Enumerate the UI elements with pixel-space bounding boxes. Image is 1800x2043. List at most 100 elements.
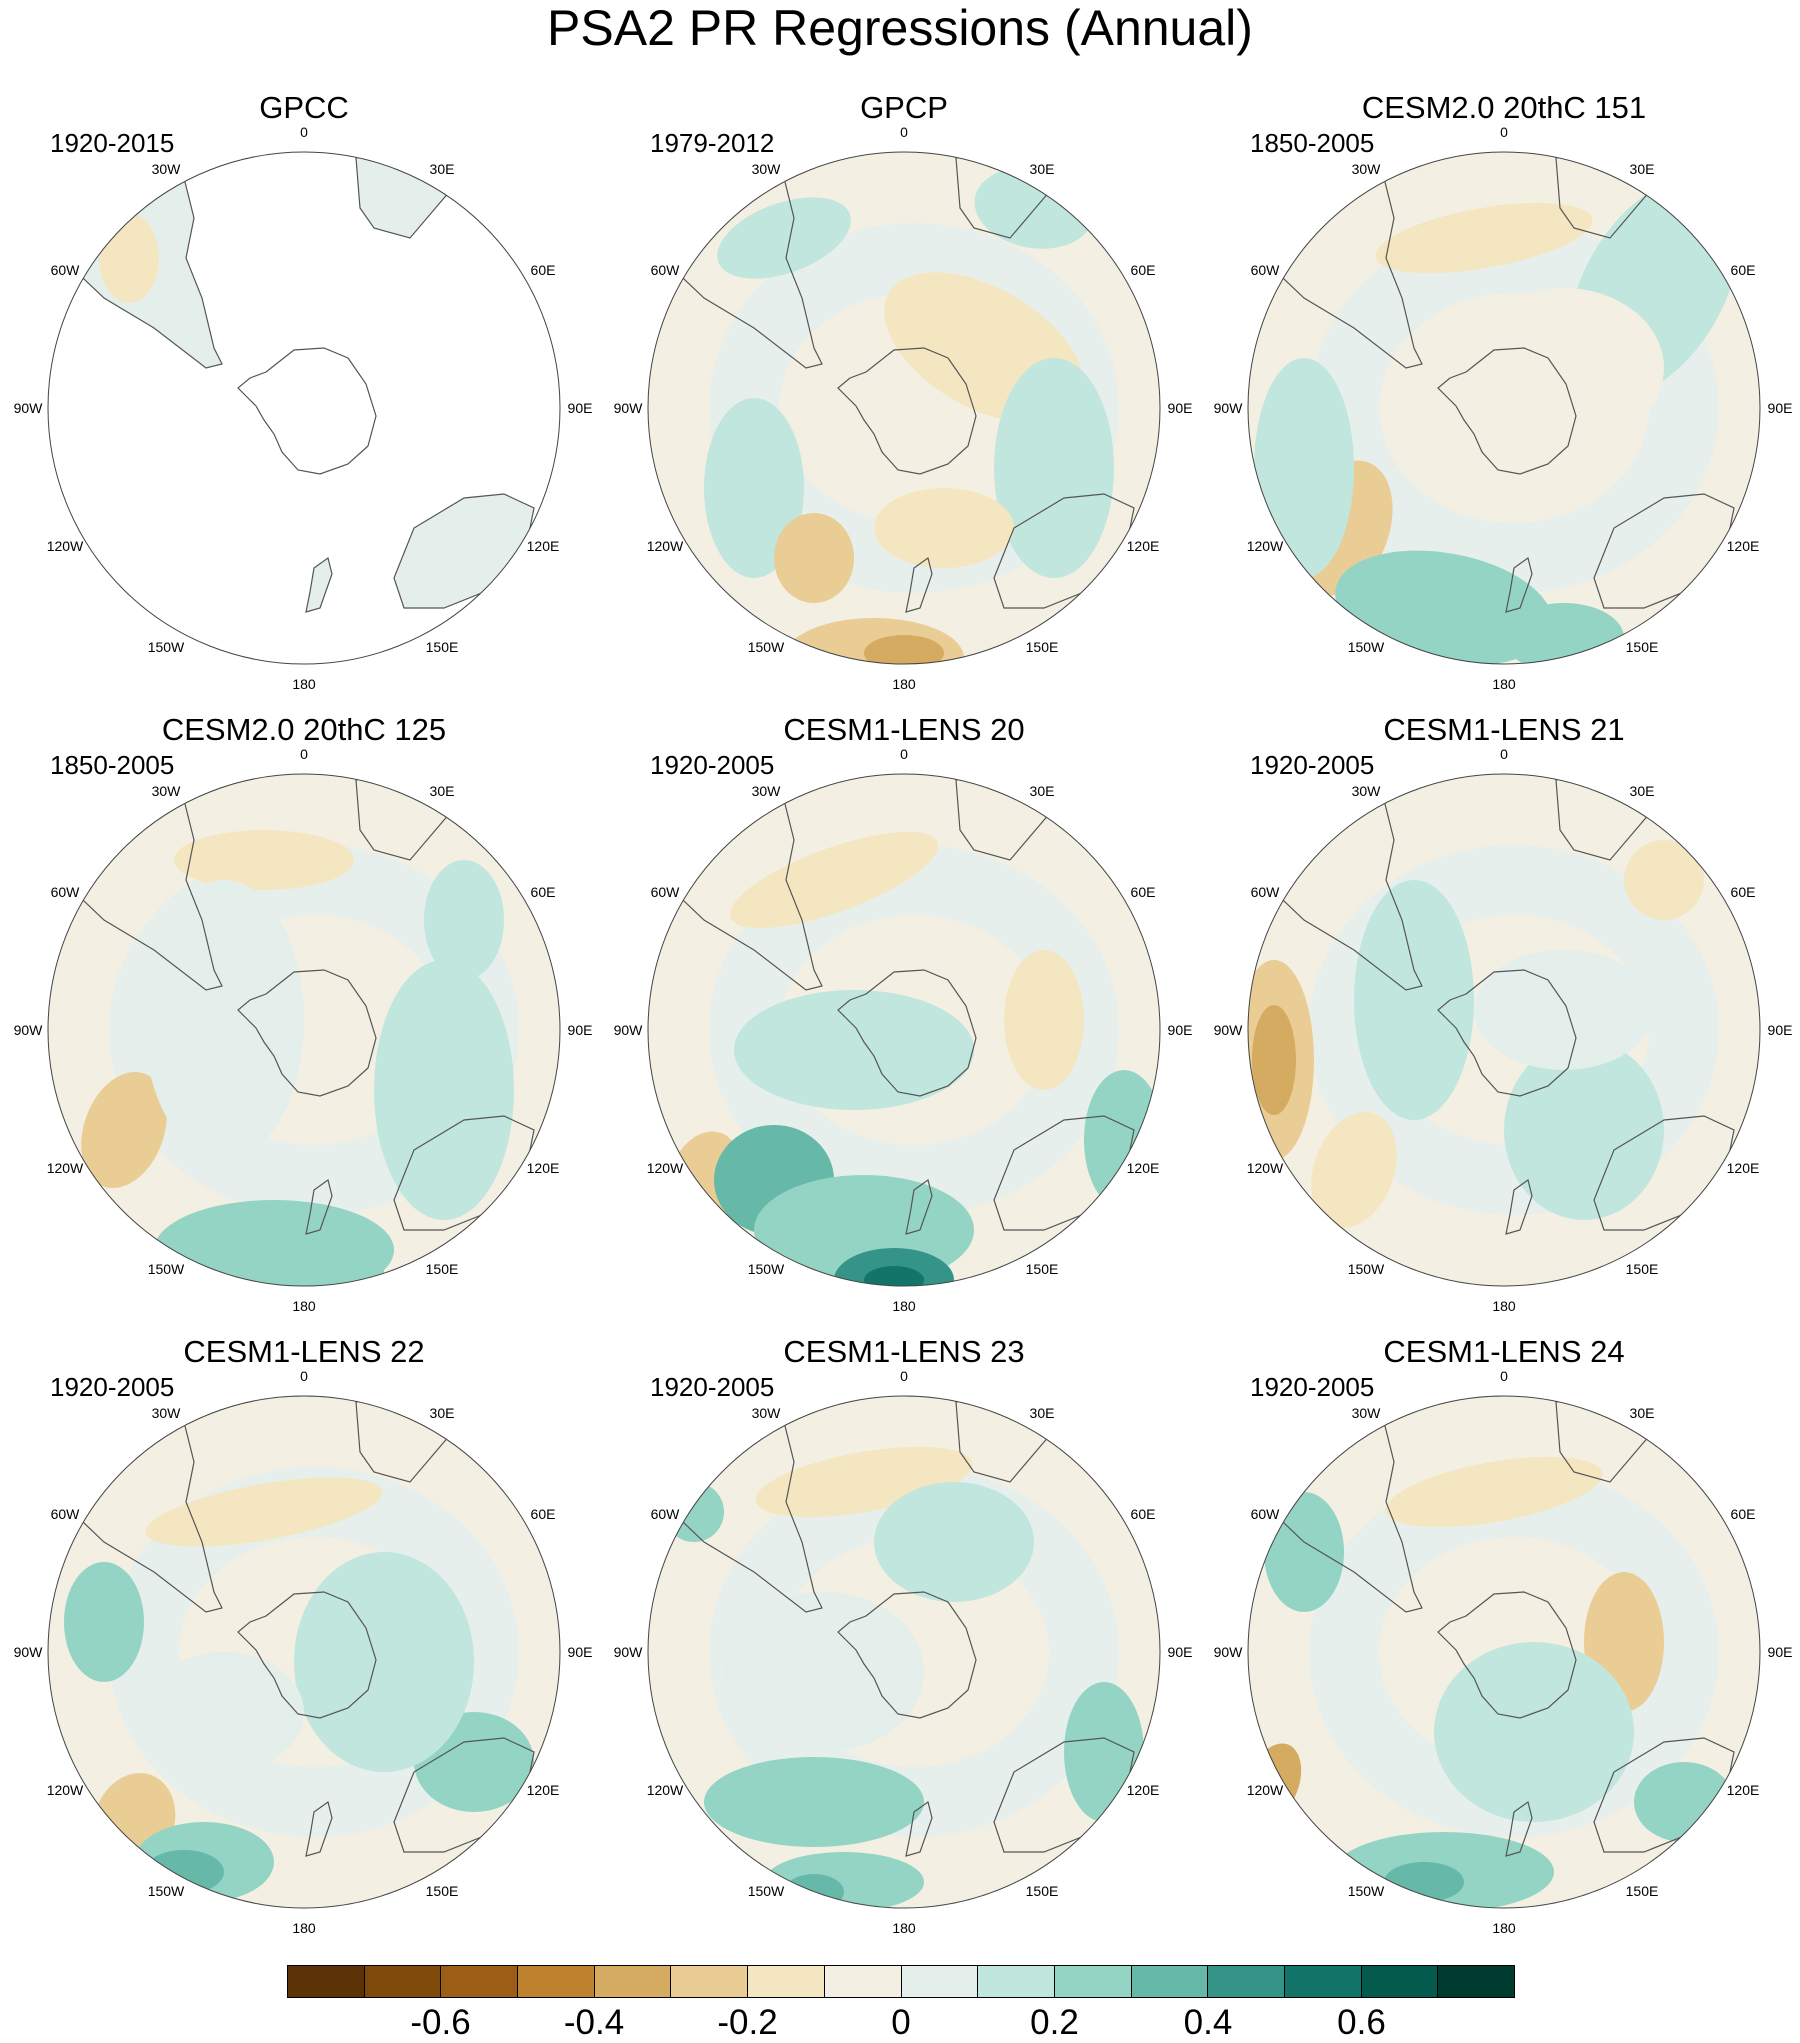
panel-title: CESM1-LENS 22 bbox=[183, 1334, 425, 1369]
anomaly-contour bbox=[704, 1757, 924, 1847]
anomaly-contour bbox=[1254, 358, 1354, 578]
longitude-label: 180 bbox=[292, 1920, 316, 1936]
map-panel-cesm2-151: CESM2.0 20thC 151 1850-2005 0 30E 60E 90E 12… bbox=[1204, 90, 1800, 710]
longitude-label: 150W bbox=[748, 1883, 785, 1899]
anomaly-contour bbox=[704, 398, 804, 578]
longitude-label: 30E bbox=[1030, 783, 1055, 799]
coastline bbox=[237, 347, 377, 475]
anomaly-contour bbox=[81, 1071, 167, 1189]
coastline bbox=[837, 347, 977, 475]
longitude-label: 0 bbox=[300, 746, 308, 762]
longitude-label: 60E bbox=[1131, 884, 1156, 900]
map-panel-cesm2-125: CESM2.0 20thC 125 1850-2005 0 30E 60E 90E 12… bbox=[4, 712, 604, 1332]
anomaly-contour bbox=[1311, 1111, 1397, 1229]
panel-period: 1850-2005 bbox=[1250, 128, 1375, 158]
colorbar-tick-label: 0 bbox=[891, 2003, 911, 2042]
longitude-label: 120E bbox=[1127, 1782, 1160, 1798]
longitude-label: 60E bbox=[1731, 1506, 1756, 1522]
panel-title: CESM1-LENS 23 bbox=[783, 1334, 1025, 1369]
coastline bbox=[355, 1396, 471, 1483]
longitude-label: 150W bbox=[1348, 1883, 1385, 1899]
longitude-label: 30W bbox=[1352, 161, 1382, 177]
colorbar-tick-label: -0.4 bbox=[563, 2003, 625, 2042]
longitude-label: 90W bbox=[14, 1022, 44, 1038]
longitude-label: 90E bbox=[1168, 1022, 1193, 1038]
longitude-label: 60E bbox=[531, 884, 556, 900]
panel-period: 1920-2005 bbox=[650, 750, 775, 780]
map-panel-lens-23: CESM1-LENS 23 1920-2005 0 30E 60E 90E 120E 15… bbox=[604, 1334, 1204, 1954]
panel-period: 1920-2005 bbox=[650, 1372, 775, 1402]
coastline bbox=[955, 152, 1071, 239]
anomaly-contour bbox=[734, 990, 974, 1110]
longitude-label: 150E bbox=[1626, 639, 1659, 655]
longitude-label: 120E bbox=[1727, 1160, 1760, 1176]
coastline bbox=[1505, 556, 1533, 613]
panel-title: CESM1-LENS 24 bbox=[1383, 1334, 1625, 1369]
longitude-label: 120W bbox=[647, 1782, 684, 1798]
coastline bbox=[837, 1591, 977, 1719]
anomaly-contour bbox=[1464, 288, 1664, 448]
anomaly-contour bbox=[1384, 1862, 1464, 1902]
longitude-label: 90W bbox=[14, 400, 44, 416]
panel-title: CESM1-LENS 20 bbox=[783, 712, 1025, 747]
longitude-label: 60W bbox=[51, 1506, 81, 1522]
longitude-label: 120E bbox=[527, 1782, 560, 1798]
anomaly-contour bbox=[724, 1592, 924, 1752]
longitude-label: 90W bbox=[1214, 400, 1244, 416]
panel-period: 1920-2005 bbox=[1250, 750, 1375, 780]
coastline bbox=[1505, 1800, 1533, 1857]
panel-title: CESM1-LENS 21 bbox=[1383, 712, 1625, 747]
longitude-label: 60W bbox=[651, 262, 681, 278]
longitude-label: 180 bbox=[892, 1920, 916, 1936]
coastline bbox=[305, 1800, 333, 1857]
longitude-label: 0 bbox=[1500, 746, 1508, 762]
longitude-label: 60E bbox=[531, 1506, 556, 1522]
longitude-label: 0 bbox=[300, 1368, 308, 1384]
panel-period: 1850-2005 bbox=[50, 750, 175, 780]
longitude-label: 30E bbox=[1030, 1405, 1055, 1421]
longitude-label: 30E bbox=[430, 783, 455, 799]
map-border bbox=[647, 151, 1161, 665]
longitude-label: 60W bbox=[651, 884, 681, 900]
longitude-label: 90E bbox=[568, 400, 593, 416]
anomaly-contour bbox=[1004, 950, 1084, 1090]
coastline bbox=[905, 556, 933, 613]
anomaly-contour bbox=[1264, 1492, 1344, 1612]
longitude-label: 60W bbox=[651, 1506, 681, 1522]
polar-map: 0 30E 60E 90E 120E 150E 180 150W 120W 90W 60W 30W bbox=[14, 124, 593, 692]
coastline bbox=[1437, 347, 1577, 475]
map-border bbox=[47, 773, 561, 1287]
map-panel-lens-20: CESM1-LENS 20 1920-2005 0 30E 60E 90E 120E 15… bbox=[604, 712, 1204, 1332]
longitude-label: 120E bbox=[1727, 538, 1760, 554]
longitude-label: 30E bbox=[1630, 161, 1655, 177]
longitude-label: 180 bbox=[292, 676, 316, 692]
longitude-label: 0 bbox=[300, 124, 308, 140]
longitude-label: 30W bbox=[752, 783, 782, 799]
longitude-label: 120W bbox=[1247, 1160, 1284, 1176]
anomaly-contour bbox=[874, 488, 1014, 568]
longitude-label: 90W bbox=[614, 1022, 644, 1038]
longitude-label: 180 bbox=[1492, 1920, 1516, 1936]
longitude-label: 90W bbox=[1214, 1022, 1244, 1038]
coastline bbox=[1555, 774, 1671, 861]
anomaly-contour bbox=[99, 213, 159, 303]
map-panel-lens-22: CESM1-LENS 22 1920-2005 0 30E 60E 90E 120E 15… bbox=[4, 1334, 604, 1954]
longitude-label: 0 bbox=[1500, 124, 1508, 140]
anomaly-contour bbox=[874, 1482, 1034, 1602]
anomaly-contour bbox=[864, 1266, 924, 1286]
longitude-label: 60E bbox=[1131, 1506, 1156, 1522]
anomaly-contour bbox=[1434, 1642, 1634, 1822]
polar-map: 0 30E 60E 90E 120E 150E 180 150W 120W 90W 60W 30W bbox=[14, 746, 593, 1314]
anomaly-contour bbox=[1375, 202, 1593, 274]
colorbar-tick-label: 0.2 bbox=[1030, 2003, 1079, 2042]
longitude-label: 150W bbox=[748, 1261, 785, 1277]
longitude-label: 120W bbox=[647, 1160, 684, 1176]
longitude-label: 180 bbox=[1492, 1298, 1516, 1314]
anomaly-contour bbox=[424, 860, 504, 980]
map-panel-gpcp: GPCP 1979-2012 0 30E 60E 90E 120E 150E 180 150W… bbox=[604, 90, 1204, 710]
map-border bbox=[47, 1395, 561, 1909]
map-border bbox=[1247, 773, 1761, 1287]
anomaly-contour bbox=[144, 880, 304, 1160]
colorbar-swatch bbox=[901, 1966, 979, 1997]
anomaly-contour bbox=[1064, 1682, 1144, 1822]
